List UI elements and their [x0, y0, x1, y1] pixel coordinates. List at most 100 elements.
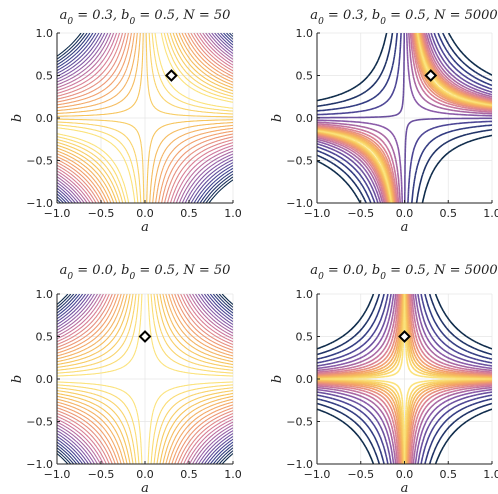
contour-level	[57, 294, 233, 464]
contour-level	[57, 294, 233, 464]
contour-level	[317, 294, 492, 464]
contour-level	[57, 33, 233, 203]
contour-level	[57, 294, 233, 464]
ticks: −1.0 −0.5 0.0 0.5 1.0 −1.0 −0.5 0.0 0.5 1.0	[286, 27, 498, 220]
contour-level	[317, 294, 492, 464]
x-tick-label: 0.5	[440, 207, 458, 220]
contour-level	[57, 33, 233, 203]
true-parameter-marker	[398, 330, 411, 343]
contour-level	[317, 294, 492, 464]
ticks: −1.0 −0.5 0.0 0.5 1.0 −1.0 −0.5 0.0 0.5 1.0	[26, 27, 241, 220]
y-tick-label: −0.5	[26, 155, 53, 168]
contour-level	[57, 33, 233, 203]
contour-level	[57, 33, 233, 203]
panel-title: a0 = 0.0, b0 = 0.5, N = 50	[60, 263, 231, 282]
contour-level	[57, 294, 233, 464]
contour-level	[57, 33, 233, 203]
y-tick-label: 1.0	[36, 27, 54, 40]
y-axis-label: b	[270, 114, 285, 122]
contour-level	[57, 33, 233, 203]
contour-level	[317, 294, 492, 464]
contour-level	[317, 294, 492, 464]
y-axis-label: b	[10, 375, 25, 383]
x-tick-label: 0.5	[440, 468, 458, 481]
x-tick-label: 0.5	[180, 468, 198, 481]
contour-level	[57, 33, 233, 203]
panel-3: a0 = 0.0, b0 = 0.5, N = 50 −1.0 −0.5 0.0 0.5…	[10, 263, 242, 494]
contour-level	[57, 294, 233, 464]
contour-level	[57, 294, 233, 464]
y-tick-label: 0.0	[296, 373, 314, 386]
x-axis-label: a	[141, 481, 149, 494]
y-tick-label: 0.0	[296, 112, 314, 125]
contour-lines	[317, 294, 492, 464]
x-tick-label: −1.0	[304, 468, 331, 481]
contour-level	[317, 294, 492, 464]
x-tick-label: −0.5	[88, 468, 115, 481]
contour-level	[317, 33, 492, 203]
ticks: −1.0 −0.5 0.0 0.5 1.0 −1.0 −0.5 0.0 0.5 1.0	[286, 288, 498, 481]
contour-level	[317, 294, 492, 464]
contour-level	[57, 33, 233, 203]
x-axis-label: a	[141, 220, 149, 235]
y-tick-label: 0.5	[36, 70, 54, 83]
x-tick-label: 0.0	[396, 207, 414, 220]
contour-level	[57, 294, 233, 464]
contour-level	[317, 294, 492, 464]
x-tick-label: 0.0	[136, 468, 154, 481]
x-tick-label: 0.0	[136, 207, 154, 220]
panel-title: a0 = 0.3, b0 = 0.5, N = 50	[60, 8, 231, 27]
true-parameter-marker	[424, 69, 438, 82]
panel-title: a0 = 0.0, b0 = 0.5, N = 5000	[310, 263, 497, 282]
contour-level	[317, 33, 492, 203]
contour-level	[317, 33, 492, 203]
contour-level	[57, 33, 233, 203]
contour-level	[317, 33, 492, 203]
contour-level	[57, 33, 233, 203]
x-tick-label: 1.0	[483, 207, 498, 220]
ticks: −1.0 −0.5 0.0 0.5 1.0 −1.0 −0.5 0.0 0.5 1.0	[26, 288, 241, 481]
panel-title: a0 = 0.3, b0 = 0.5, N = 5000	[310, 8, 497, 27]
x-tick-label: −1.0	[44, 468, 71, 481]
x-tick-label: 1.0	[224, 207, 242, 220]
x-tick-label: −1.0	[44, 207, 71, 220]
contour-level	[57, 294, 233, 464]
y-tick-label: −1.0	[286, 458, 313, 471]
contour-level	[57, 294, 233, 464]
y-tick-label: 0.5	[296, 70, 314, 83]
x-tick-label: −1.0	[304, 207, 331, 220]
contour-level	[57, 33, 233, 203]
true-parameter-marker	[138, 330, 152, 343]
contour-level	[57, 294, 233, 464]
contour-level	[57, 294, 233, 464]
y-tick-label: −1.0	[26, 197, 53, 210]
x-tick-label: 0.5	[180, 207, 198, 220]
x-tick-label: 0.0	[396, 468, 414, 481]
y-tick-label: 0.5	[296, 331, 314, 344]
contour-level	[57, 33, 233, 203]
contour-lines	[57, 33, 233, 203]
y-tick-label: 0.0	[36, 112, 54, 125]
contour-level	[317, 294, 492, 464]
y-tick-label: −1.0	[26, 458, 53, 471]
y-tick-label: −1.0	[286, 197, 313, 210]
contour-level	[57, 294, 233, 464]
contour-level	[57, 294, 233, 464]
contour-level	[57, 33, 233, 203]
contour-level	[57, 33, 233, 203]
contour-level	[57, 294, 233, 464]
x-tick-label: −0.5	[347, 207, 374, 220]
panel-2: a0 = 0.3, b0 = 0.5, N = 5000 −1.0 −0.5 0.0 0…	[270, 8, 498, 235]
y-tick-label: −0.5	[286, 416, 313, 429]
contour-level	[317, 33, 492, 203]
contour-level	[317, 33, 492, 203]
contour-level	[57, 294, 233, 464]
true-parameter-marker	[164, 69, 178, 82]
y-axis-label: b	[270, 375, 285, 383]
y-tick-label: 1.0	[296, 288, 314, 301]
panel-1: a0 = 0.3, b0 = 0.5, N = 50 −1.0 −0.5 0.0 0.5…	[10, 8, 242, 235]
x-tick-label: 1.0	[224, 468, 242, 481]
contour-level	[317, 33, 492, 203]
contour-level	[317, 33, 492, 203]
contour-level	[57, 33, 233, 203]
